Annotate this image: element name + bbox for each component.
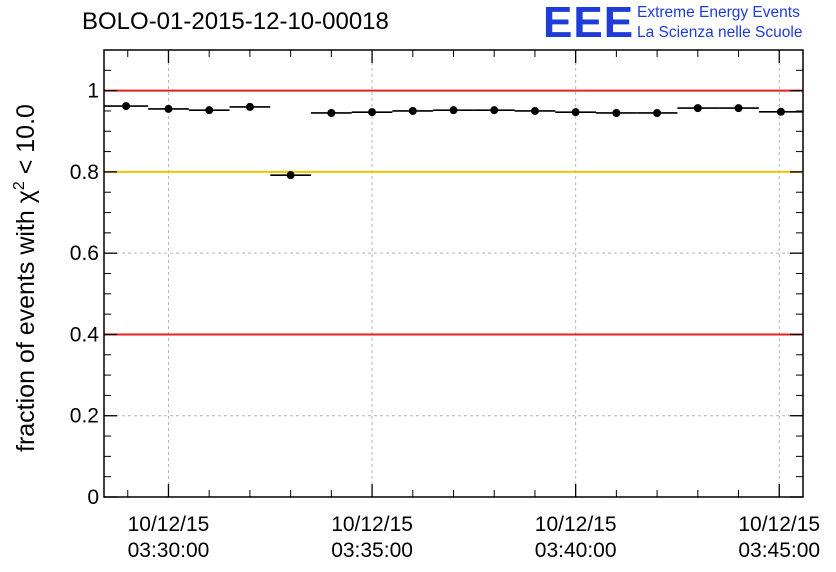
x-tick-label-time: 03:40:00 — [535, 539, 617, 562]
x-tick-label-time: 03:35:00 — [331, 539, 413, 562]
x-tick-label-time: 03:30:00 — [128, 539, 210, 562]
data-point — [490, 106, 499, 115]
logo-mark: EEE — [543, 0, 635, 47]
plot-frame — [103, 49, 804, 498]
data-point — [612, 108, 621, 117]
data-point — [122, 102, 131, 111]
y-axis-label-main: fraction of events with χ — [12, 190, 40, 452]
grid-lines — [104, 50, 803, 497]
y-axis-label: fraction of events with χ2 < 10.0 — [11, 104, 40, 452]
data-point — [693, 104, 702, 113]
eee-logo: EEE Extreme Energy Events La Scienza nel… — [543, 0, 833, 47]
data-series — [104, 102, 803, 180]
data-point — [408, 106, 417, 115]
data-point — [205, 106, 214, 115]
y-tick-label: 0.4 — [70, 323, 100, 346]
data-point — [734, 104, 743, 113]
x-tick-label-time: 03:45:00 — [738, 539, 820, 562]
data-point — [776, 107, 785, 116]
y-axis-label-sup: 2 — [11, 181, 28, 190]
data-point — [368, 108, 377, 117]
y-tick-label: 0.2 — [70, 405, 99, 428]
chart-title: BOLO-01-2015-12-10-00018 — [82, 8, 389, 35]
reference-lines — [104, 89, 803, 336]
y-tick-label: 0.6 — [70, 242, 99, 265]
logo-line-2: La Scienza nelle Scuole — [637, 24, 803, 41]
x-tick-label-date: 10/12/15 — [128, 513, 210, 536]
axis-ticks — [104, 50, 803, 498]
data-point — [327, 108, 336, 117]
y-tick-label: 1 — [87, 80, 99, 103]
data-point — [164, 104, 173, 113]
y-axis-label-tail: < 10.0 — [12, 104, 40, 181]
data-point — [449, 106, 458, 115]
data-point — [245, 102, 254, 111]
data-point — [286, 171, 295, 180]
logo-line-1: Extreme Energy Events — [637, 4, 800, 21]
data-point — [653, 108, 662, 117]
y-tick-label: 0.8 — [70, 161, 99, 184]
axis-tick-labels: 0 0.2 0.4 0.6 0.8 1 10/12/15 03:30:00 10/12/15 03… — [70, 80, 820, 562]
x-tick-label-date: 10/12/15 — [331, 513, 413, 536]
x-tick-label-date: 10/12/15 — [535, 513, 617, 536]
data-point — [571, 108, 580, 117]
y-tick-label: 0 — [87, 486, 99, 509]
x-tick-label-date: 10/12/15 — [738, 513, 820, 536]
data-point — [530, 106, 539, 115]
